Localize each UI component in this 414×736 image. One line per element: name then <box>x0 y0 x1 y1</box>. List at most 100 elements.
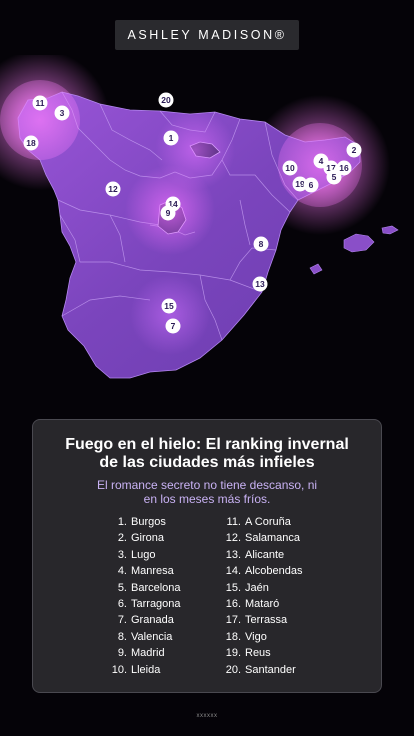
map-pin-label: 2 <box>352 145 357 155</box>
ranking-column-left: 1. Burgos 2. Girona 3. Lugo 4. Manresa 5. Barcelo… <box>105 514 181 678</box>
glow-north <box>155 110 235 190</box>
map-pin-marker <box>303 177 319 193</box>
map-pin-label: 3 <box>60 108 65 118</box>
map-pin-marker <box>326 169 342 185</box>
map-pin-marker <box>32 95 48 111</box>
ranking-item: 10. Lleida <box>105 662 181 678</box>
ranking-item: 5. Barcelona <box>105 580 181 596</box>
map-pin: 16 <box>336 160 352 176</box>
ranking-city: Santander <box>245 663 296 676</box>
ranking-item: 13. Alicante <box>219 547 303 563</box>
ranking-number: 7. <box>117 614 127 627</box>
map-pin: 9 <box>160 205 176 221</box>
ranking-city: Vigo <box>245 630 267 643</box>
map-pin-label: 14 <box>168 199 178 209</box>
map-pin-label: 13 <box>255 279 265 289</box>
ranking-city: Terrassa <box>245 614 288 627</box>
ranking-item: 2. Girona <box>105 530 181 546</box>
ranking-item: 14. Alcobendas <box>219 563 303 579</box>
ranking-number: 4. <box>117 565 127 578</box>
map-pin-label: 12 <box>108 184 118 194</box>
card-title-line2: de las ciudades más infieles <box>99 454 315 471</box>
map-pin-label: 11 <box>36 98 45 108</box>
map-pin: 2 <box>346 142 362 158</box>
brand-logo: ASHLEY MADISON® <box>115 20 299 50</box>
ranking-number: 16. <box>225 598 241 611</box>
ranking-card: Fuego en el hielo: El ranking invernal d… <box>32 419 382 693</box>
map-pin-marker <box>292 176 308 192</box>
map-pin-marker <box>23 135 39 151</box>
map-pin-label: 9 <box>166 208 171 218</box>
ranking-city: Valencia <box>131 630 173 643</box>
card-title: Fuego en el hielo: El ranking invernal d… <box>33 436 381 472</box>
map-pin: 15 <box>161 298 177 314</box>
map-pin: 3 <box>54 105 70 121</box>
map-pin-label: 6 <box>309 180 314 190</box>
ranking-item: 12. Salamanca <box>219 530 303 546</box>
ranking-item: 20. Santander <box>219 662 303 678</box>
card-title-line1: Fuego en el hielo: El ranking invernal <box>65 436 349 453</box>
mallorca-island <box>343 233 375 253</box>
map-pin: 19 <box>292 176 308 192</box>
ranking-city: Salamanca <box>245 532 301 545</box>
brand-logo-text: ASHLEY MADISON® <box>127 28 287 42</box>
glow-south <box>130 275 210 355</box>
map-pin: 7 <box>165 318 181 334</box>
ranking-number: 12. <box>225 532 241 545</box>
ibiza-island <box>309 263 323 275</box>
map-pin-label: 16 <box>339 163 349 173</box>
ranking-number: 10. <box>111 663 127 676</box>
ranking-item: 7. Granada <box>105 612 181 628</box>
map-pin-label: 4 <box>319 156 324 166</box>
ranking-city: Reus <box>245 647 271 660</box>
map-pin-marker <box>346 142 362 158</box>
map-pin-label: 10 <box>285 163 295 173</box>
ranking-number: 9. <box>117 647 127 660</box>
map-pin: 6 <box>303 177 319 193</box>
map-pin: 13 <box>252 276 268 292</box>
card-subtitle-line1: El romance secreto no tiene descanso, ni <box>96 478 318 492</box>
ranking-number: 2. <box>117 532 127 545</box>
map-pin-marker <box>105 181 121 197</box>
map-pin-label: 7 <box>171 321 176 331</box>
map-pin-marker <box>161 298 177 314</box>
card-subtitle: El romance secreto no tiene descanso, ni… <box>33 478 381 506</box>
ranking-item: 8. Valencia <box>105 629 181 645</box>
ranking-number: 19. <box>225 647 241 660</box>
ranking-city: Barcelona <box>131 581 181 594</box>
map-pin-marker <box>158 92 174 108</box>
ranking-number: 14. <box>225 565 241 578</box>
ranking-city: Madrid <box>131 647 165 660</box>
map-pin-label: 18 <box>26 138 36 148</box>
ranking-city: Manresa <box>131 565 174 578</box>
map-pin: 8 <box>253 236 269 252</box>
map-pin-marker <box>54 105 70 121</box>
glow-northwest-top <box>0 80 80 160</box>
map-pin-marker <box>253 236 269 252</box>
ranking-item: 19. Reus <box>219 645 303 661</box>
ranking-item: 1. Burgos <box>105 514 181 530</box>
ranking-item: 9. Madrid <box>105 645 181 661</box>
ranking-item: 15. Jaén <box>219 580 303 596</box>
ranking-number: 20. <box>225 663 241 676</box>
ranking-item: 17. Terrassa <box>219 612 303 628</box>
ranking-city: Burgos <box>131 516 166 528</box>
ranking-city: A Coruña <box>245 516 291 528</box>
map-pin: 10 <box>282 160 298 176</box>
ranking-number: 15. <box>225 581 241 594</box>
ranking-number: 8. <box>117 630 127 643</box>
ranking-number: 5. <box>117 581 127 594</box>
ranking-item: 16. Mataró <box>219 596 303 612</box>
ranking-number: 11. <box>226 516 241 528</box>
map-pin-label: 19 <box>295 179 305 189</box>
map-pin-marker <box>336 160 352 176</box>
ranking-item: 6. Tarragona <box>105 596 181 612</box>
map-pin-marker <box>282 160 298 176</box>
ranking-city: Girona <box>131 532 165 545</box>
map-pin-label: 20 <box>161 95 171 105</box>
ranking-item: 3. Lugo <box>105 547 181 563</box>
map-pin: 1 <box>163 130 179 146</box>
map-pin: 20 <box>158 92 174 108</box>
